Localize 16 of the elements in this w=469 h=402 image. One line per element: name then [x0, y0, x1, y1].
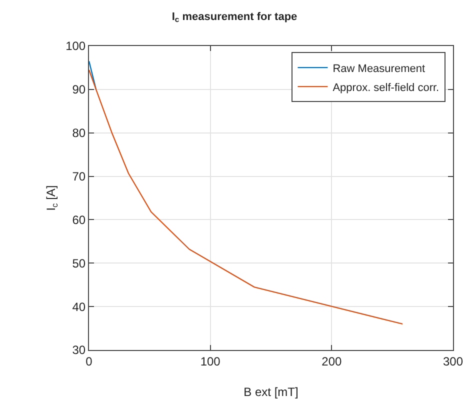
y-tick-label: 30: [72, 343, 86, 358]
y-tick-label: 60: [72, 212, 86, 227]
y-tick-label: 80: [72, 126, 86, 140]
chart-title: I$_{c}$ measurement for tape: [172, 10, 298, 24]
y-tick-label: 50: [72, 256, 86, 270]
x-tick-label: 0: [86, 354, 93, 368]
legend-label: Approx. self-field corr.: [332, 82, 440, 94]
legend-label: Raw Measurement: [332, 62, 426, 75]
x-axis-title: B ext [mT]: [244, 385, 298, 399]
y-tick-label: 90: [72, 82, 86, 97]
y-tick-label: 100: [66, 39, 86, 54]
x-tick-label: 200: [322, 354, 342, 368]
x-tick-label: 300: [442, 354, 464, 368]
x-tick-label: 100: [200, 354, 221, 368]
y-tick-label: 40: [72, 300, 86, 314]
y-tick-label: 70: [72, 169, 86, 184]
